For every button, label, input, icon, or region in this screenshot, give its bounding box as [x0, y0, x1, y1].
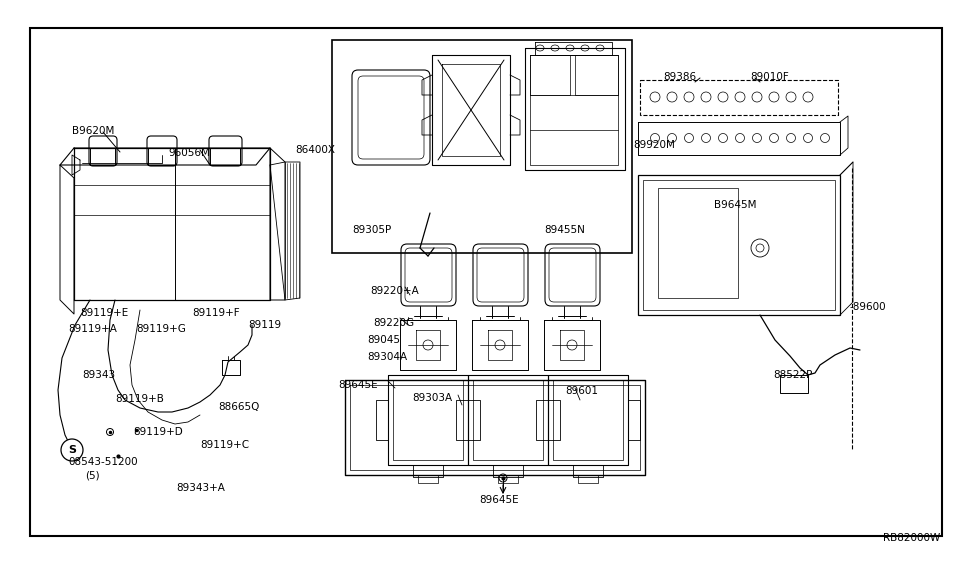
Text: 89220+A: 89220+A	[370, 286, 418, 296]
Bar	[638, 175, 840, 315]
Text: 08543-51200: 08543-51200	[68, 457, 137, 467]
Text: 89119+G: 89119+G	[136, 324, 186, 334]
Text: S: S	[68, 445, 76, 455]
Text: 89601: 89601	[565, 386, 598, 396]
Text: 89045: 89045	[367, 335, 400, 345]
Bar	[643, 180, 835, 310]
Bar	[640, 80, 838, 115]
Text: B9645M: B9645M	[714, 200, 757, 210]
Text: 96056M: 96056M	[168, 148, 210, 158]
Text: 89645E: 89645E	[338, 380, 377, 390]
Text: 89119+D: 89119+D	[133, 427, 182, 437]
Text: 89304A: 89304A	[367, 352, 408, 362]
Text: 89119+E: 89119+E	[80, 308, 129, 318]
Bar	[658, 188, 738, 298]
Text: 88665Q: 88665Q	[218, 402, 259, 412]
Text: 89455N: 89455N	[544, 225, 585, 235]
Text: 89119+F: 89119+F	[192, 308, 240, 318]
Text: 89119+B: 89119+B	[115, 394, 164, 404]
Text: 89343+A: 89343+A	[176, 483, 225, 493]
Bar	[780, 375, 808, 393]
Text: -89600: -89600	[850, 302, 886, 312]
Text: 88522P: 88522P	[773, 370, 812, 380]
Text: 89119+C: 89119+C	[200, 440, 250, 450]
Text: RB82000W: RB82000W	[882, 533, 940, 543]
Text: 89305P: 89305P	[352, 225, 391, 235]
Text: 89303A: 89303A	[412, 393, 452, 403]
Text: 89119+A: 89119+A	[68, 324, 117, 334]
Text: 89119: 89119	[248, 320, 281, 330]
Bar	[332, 40, 632, 253]
Text: 89920M: 89920M	[633, 140, 675, 150]
Ellipse shape	[61, 439, 83, 461]
Text: 89010F: 89010F	[750, 72, 789, 82]
Text: 89645E: 89645E	[479, 495, 519, 505]
Bar	[30, 28, 942, 536]
Text: 89220G: 89220G	[373, 318, 414, 328]
Text: 89386: 89386	[663, 72, 696, 82]
Text: 86400X: 86400X	[295, 145, 335, 155]
Text: B9620M: B9620M	[72, 126, 114, 136]
Text: 89343: 89343	[82, 370, 115, 380]
Text: (5): (5)	[85, 471, 99, 481]
